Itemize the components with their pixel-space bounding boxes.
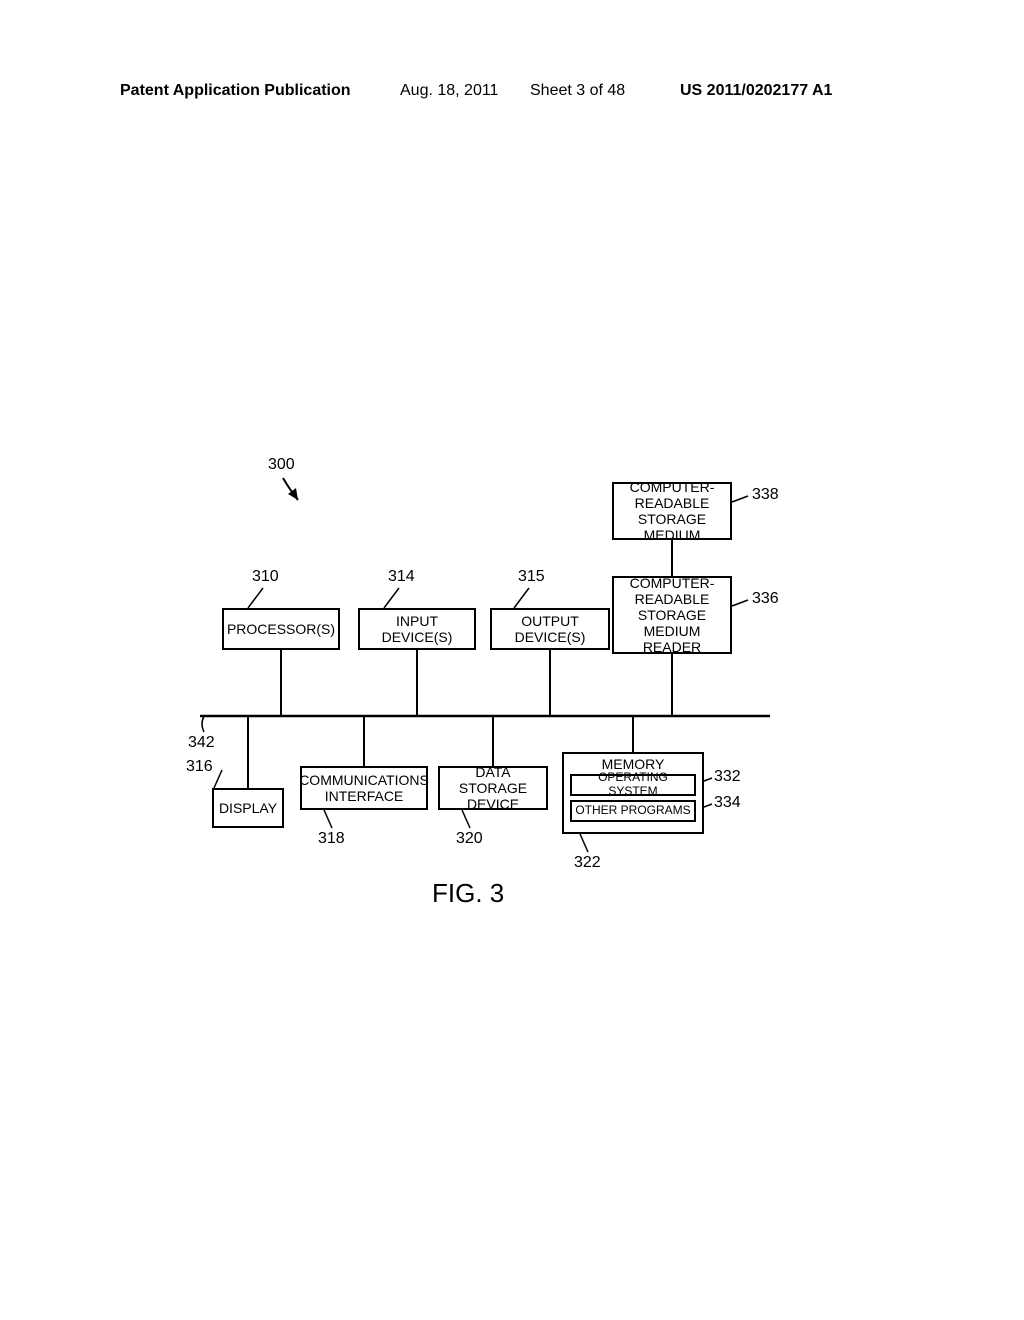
figure-label: FIG. 3 bbox=[432, 878, 504, 909]
ref-314: 314 bbox=[388, 568, 415, 586]
diagram-connectors bbox=[0, 0, 1024, 1320]
output-device-box: OUTPUT DEVICE(S) bbox=[490, 608, 610, 650]
ref-318: 318 bbox=[318, 830, 345, 848]
operating-system-box: OPERATING SYSTEM bbox=[570, 774, 696, 796]
input-device-box: INPUT DEVICE(S) bbox=[358, 608, 476, 650]
ref-342: 342 bbox=[188, 734, 215, 752]
ref-300: 300 bbox=[268, 456, 295, 474]
other-programs-box: OTHER PROGRAMS bbox=[570, 800, 696, 822]
ref-334: 334 bbox=[714, 794, 741, 812]
ref-338: 338 bbox=[752, 486, 779, 504]
ref-310: 310 bbox=[252, 568, 279, 586]
storage-medium-box: COMPUTER- READABLE STORAGE MEDIUM bbox=[612, 482, 732, 540]
ref-332: 332 bbox=[714, 768, 741, 786]
figure-3-diagram: PROCESSOR(S) INPUT DEVICE(S) OUTPUT DEVI… bbox=[0, 0, 1024, 1320]
ref-322: 322 bbox=[574, 854, 601, 872]
ref-316: 316 bbox=[186, 758, 213, 776]
display-box: DISPLAY bbox=[212, 788, 284, 828]
data-storage-device-box: DATA STORAGE DEVICE bbox=[438, 766, 548, 810]
communications-interface-box: COMMUNICATIONS INTERFACE bbox=[300, 766, 428, 810]
ref-336: 336 bbox=[752, 590, 779, 608]
ref-315: 315 bbox=[518, 568, 545, 586]
processor-box: PROCESSOR(S) bbox=[222, 608, 340, 650]
storage-medium-reader-box: COMPUTER- READABLE STORAGE MEDIUM READER bbox=[612, 576, 732, 654]
ref-320: 320 bbox=[456, 830, 483, 848]
page: Patent Application Publication Aug. 18, … bbox=[0, 0, 1024, 1320]
